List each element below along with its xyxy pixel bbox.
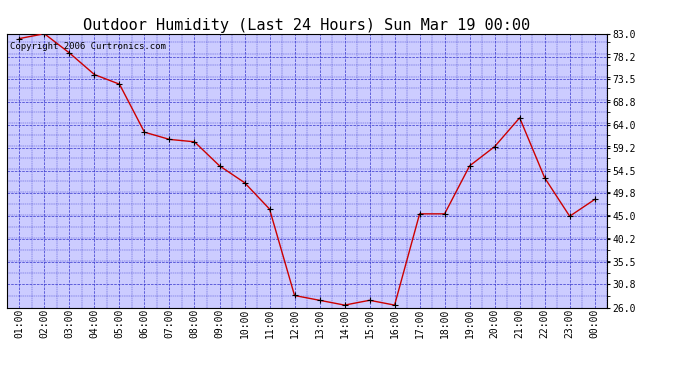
Title: Outdoor Humidity (Last 24 Hours) Sun Mar 19 00:00: Outdoor Humidity (Last 24 Hours) Sun Mar… xyxy=(83,18,531,33)
Text: Copyright 2006 Curtronics.com: Copyright 2006 Curtronics.com xyxy=(10,42,166,51)
